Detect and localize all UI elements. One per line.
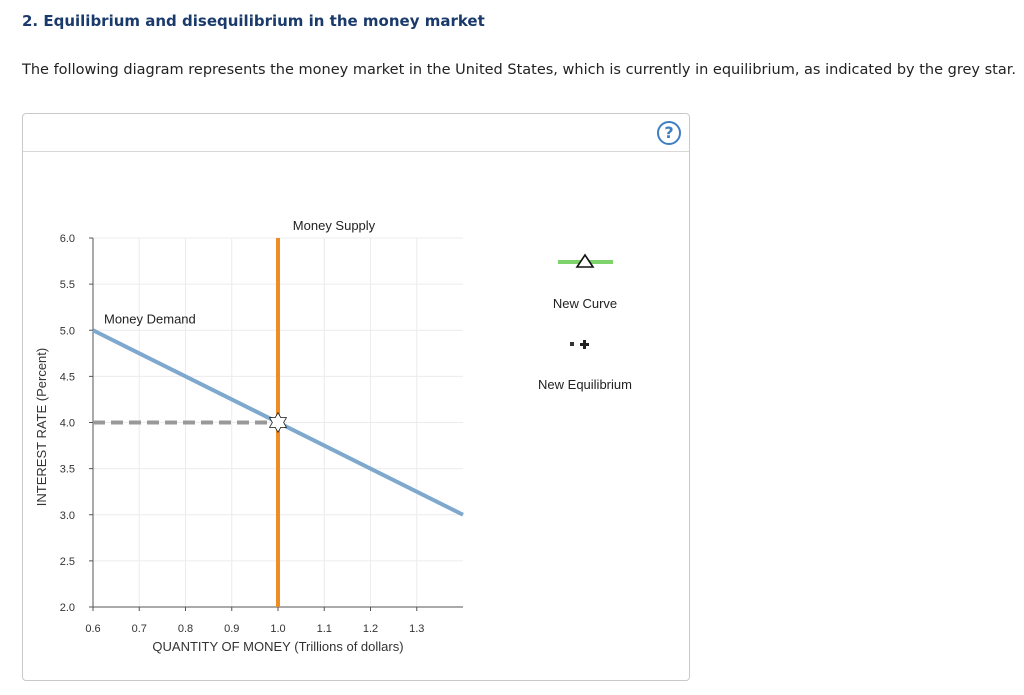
y-axis-label: INTEREST RATE (Percent) (34, 348, 49, 506)
x-tick-label: 0.9 (224, 623, 239, 635)
equilibrium-star-icon[interactable] (268, 412, 288, 433)
y-tick-label: 6.0 (60, 233, 75, 245)
x-tick-label: 0.7 (132, 623, 147, 635)
new-equilibrium-tool[interactable] (570, 340, 589, 349)
x-tick-label: 0.6 (85, 623, 100, 635)
series: Money Demand Money Supply (92, 218, 464, 607)
axes: 2.0 2.5 3.0 3.5 4.0 4.5 5.0 5.5 6.0 0.6 0.7 0.8 0.9 1… (60, 233, 463, 635)
y-tick-label: 3.5 (60, 464, 75, 476)
x-axis-label: QUANTITY OF MONEY (Trillions of dollars) (152, 639, 403, 654)
new-equilibrium-label: New Equilibrium (538, 377, 632, 392)
y-tick-label: 3.0 (60, 510, 75, 522)
y-tick-label: 5.0 (60, 325, 75, 337)
star-fill (270, 418, 286, 432)
new-curve-tool[interactable] (558, 253, 613, 268)
question-text: The following diagram represents the mon… (22, 62, 1016, 78)
panel-toolbar: ? (23, 114, 689, 152)
graph-panel: ? (22, 113, 690, 681)
x-tick-label: 1.1 (317, 623, 332, 635)
help-icon[interactable]: ? (657, 121, 681, 145)
plus-icon (580, 340, 589, 349)
x-tick-label: 0.8 (178, 623, 193, 635)
x-tick-label: 1.2 (363, 623, 378, 635)
new-curve-label: New Curve (553, 296, 617, 311)
money-demand-label: Money Demand (104, 311, 196, 326)
y-tick-label: 4.0 (60, 418, 75, 430)
y-tick-label: 2.0 (60, 602, 75, 614)
y-tick-label: 4.5 (60, 371, 75, 383)
dash-icon (570, 342, 574, 346)
x-tick-label: 1.0 (270, 623, 285, 635)
x-tick-label: 1.3 (409, 623, 424, 635)
y-tick-label: 5.5 (60, 279, 75, 291)
y-tick-label: 2.5 (60, 556, 75, 568)
triangle-icon (575, 253, 595, 268)
question-title: 2. Equilibrium and disequilibrium in the… (22, 12, 485, 30)
money-supply-label: Money Supply (293, 218, 376, 233)
